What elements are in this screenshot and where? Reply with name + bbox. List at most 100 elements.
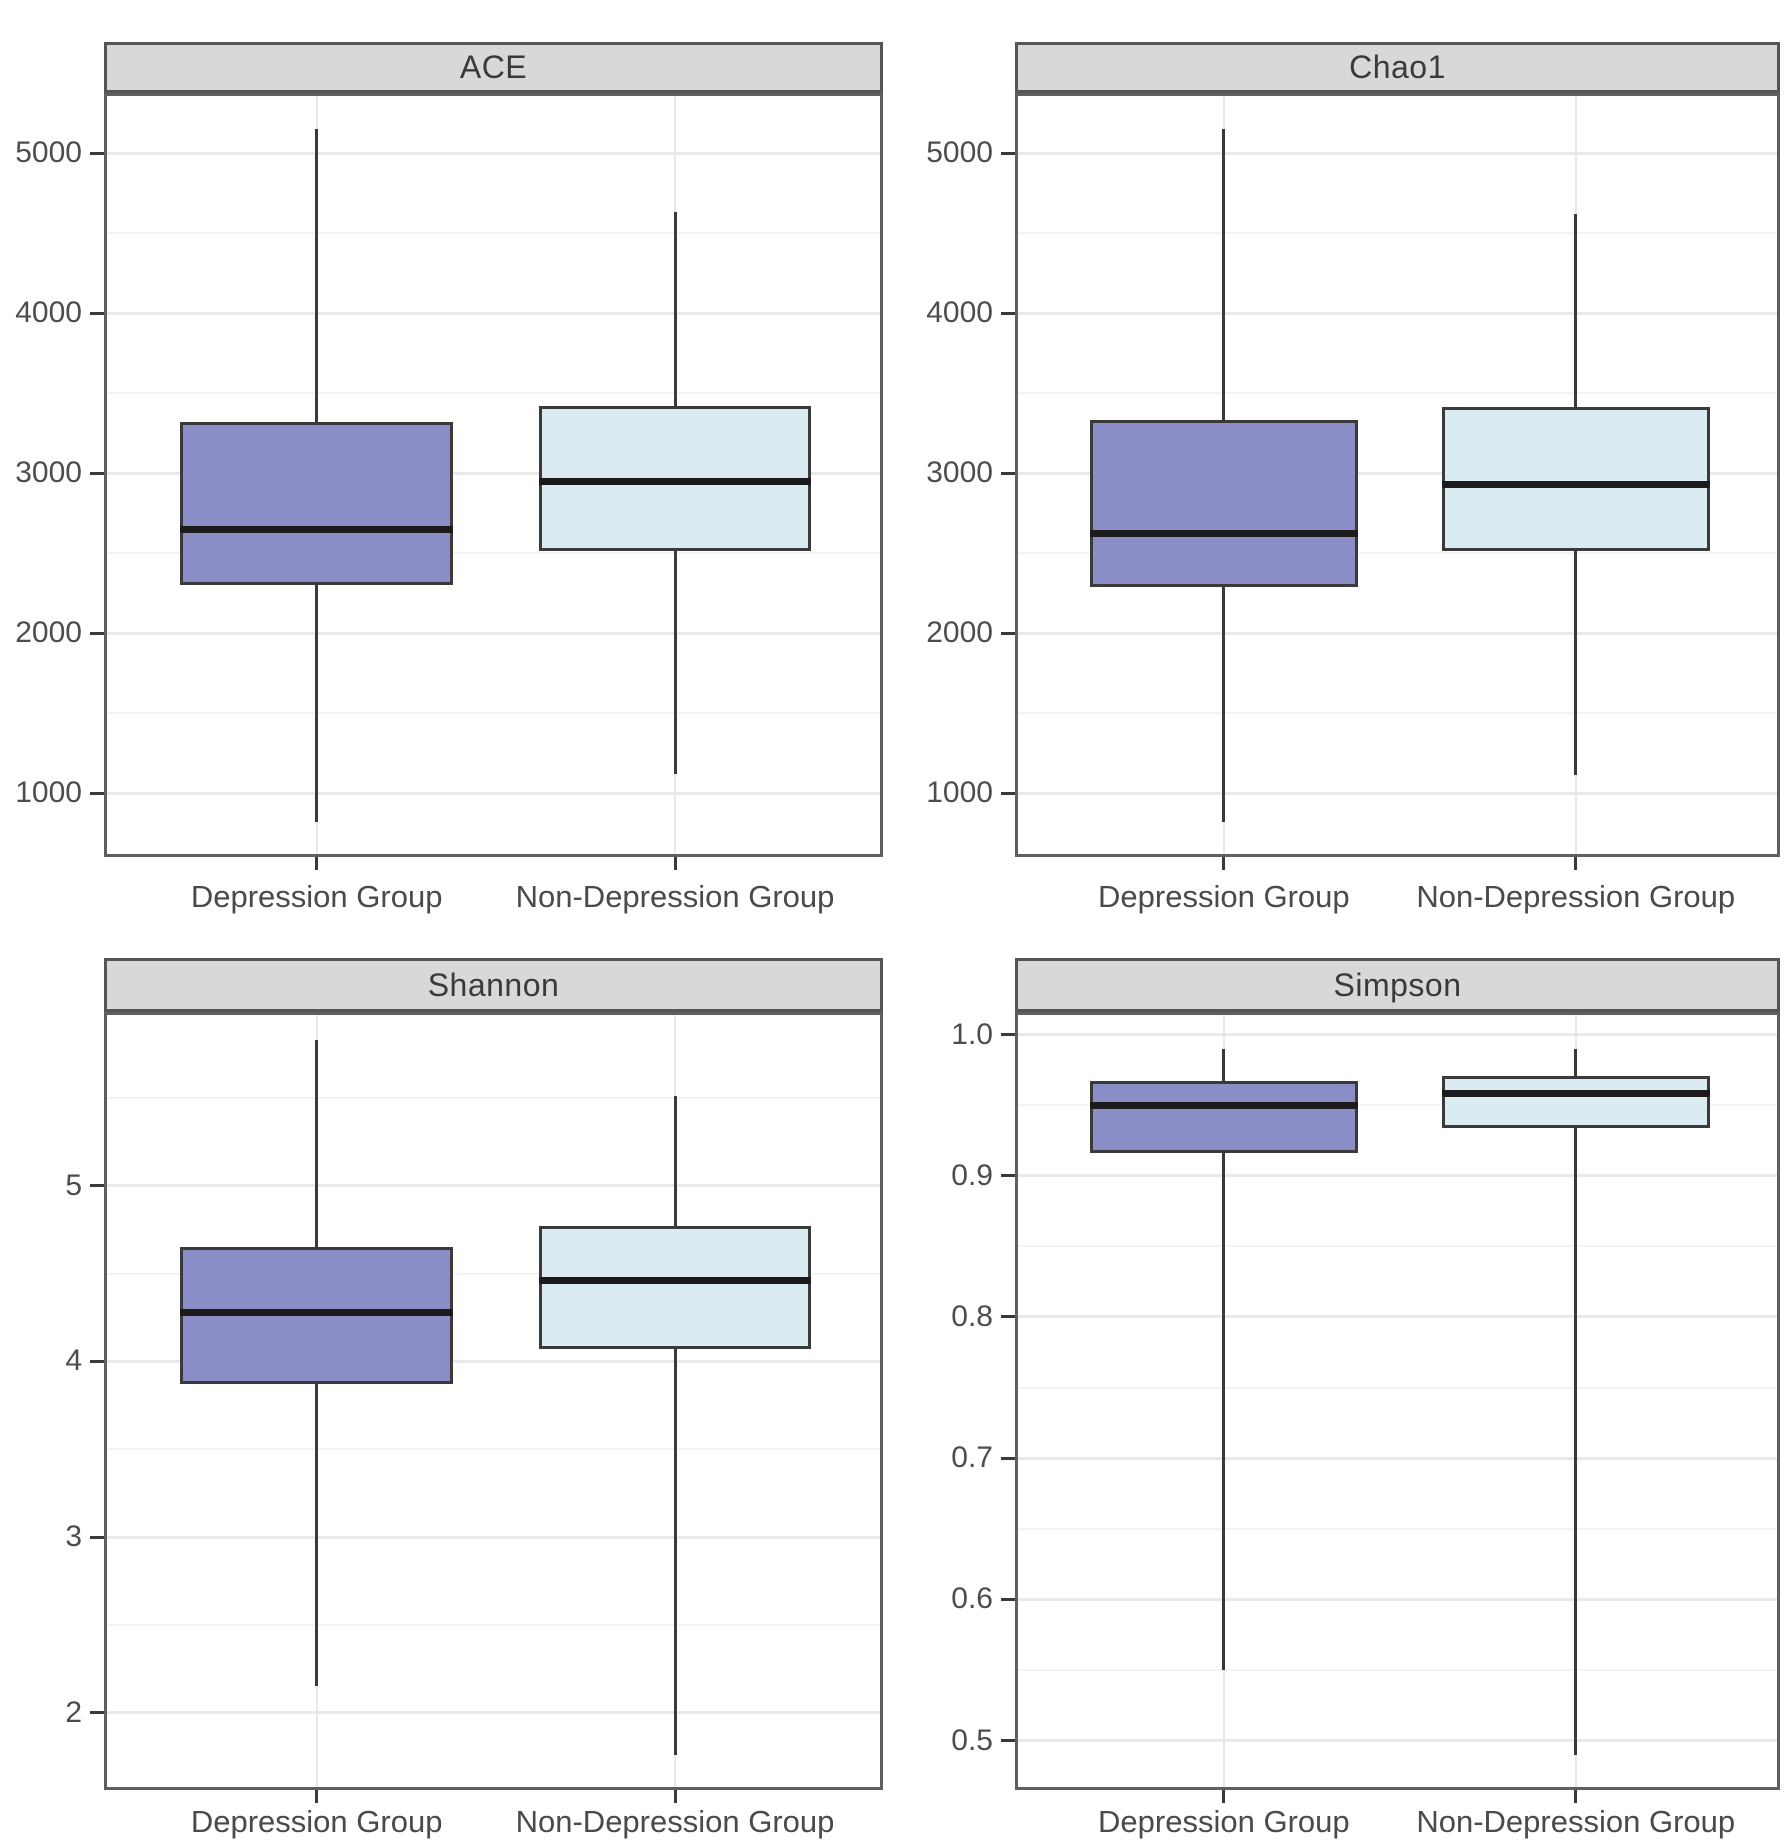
minor-gridline — [1015, 712, 1780, 714]
upper-whisker — [315, 129, 319, 422]
y-axis-tick-label: 0.8 — [951, 1299, 993, 1333]
major-gridline — [104, 791, 883, 795]
minor-gridline — [1015, 552, 1780, 554]
upper-whisker — [315, 1040, 319, 1248]
median-line — [1441, 480, 1710, 488]
plot-panel — [104, 93, 883, 857]
iqr-box — [180, 421, 453, 585]
minor-gridline — [1015, 1668, 1780, 1671]
lower-whisker — [673, 551, 677, 774]
y-axis-tick-label: 3 — [65, 1520, 82, 1554]
median-line — [538, 477, 812, 485]
y-axis-tick-label: 2 — [65, 1695, 82, 1729]
y-axis-tick-label: 4000 — [926, 296, 993, 329]
y-axis-tick — [1001, 1456, 1015, 1460]
panel-border — [104, 1012, 883, 1790]
minor-gridline — [1015, 232, 1780, 234]
x-axis-group-label: Depression Group — [1098, 1804, 1350, 1839]
y-axis-tick — [1001, 1739, 1015, 1743]
upper-whisker — [673, 1096, 677, 1227]
plot-panel — [1015, 93, 1780, 857]
iqr-box — [180, 1247, 453, 1385]
minor-gridline — [1015, 392, 1780, 394]
y-axis-tick-label: 5000 — [926, 136, 993, 169]
y-axis-tick — [1001, 311, 1015, 315]
iqr-box — [1089, 1081, 1358, 1154]
major-gridline — [1015, 1739, 1780, 1743]
y-axis-tick — [1001, 1174, 1015, 1178]
facet-strip: Chao1 — [1015, 42, 1780, 93]
median-line — [180, 1308, 453, 1316]
lower-whisker — [1574, 551, 1578, 776]
minor-gridline — [104, 392, 883, 394]
x-axis-tick — [673, 857, 677, 870]
lower-whisker — [1222, 586, 1226, 822]
x-axis-tick — [1574, 857, 1578, 870]
facet-strip: ACE — [104, 42, 883, 93]
median-line — [538, 1277, 812, 1285]
x-axis-tick — [1222, 857, 1226, 870]
major-gridline — [104, 1711, 883, 1715]
y-axis-tick-label: 0.6 — [951, 1582, 993, 1616]
minor-gridline — [104, 1272, 883, 1275]
upper-whisker — [1574, 1048, 1578, 1076]
major-gridline — [104, 1535, 883, 1539]
y-axis-tick-label: 4000 — [15, 296, 82, 329]
upper-whisker — [1222, 129, 1226, 421]
lower-whisker — [315, 1384, 319, 1687]
y-axis-tick — [90, 151, 104, 155]
iqr-box — [538, 1226, 812, 1350]
x-axis-tick — [673, 1790, 677, 1803]
y-axis-tick-label: 5000 — [15, 136, 82, 169]
plot-panel — [1015, 1012, 1780, 1790]
major-gridline — [104, 471, 883, 475]
x-axis-group-label: Depression Group — [190, 879, 443, 914]
y-axis-tick — [1001, 791, 1015, 795]
x-axis-tick — [1222, 1790, 1226, 1803]
major-gridline — [1015, 1456, 1780, 1460]
median-line — [1089, 530, 1358, 538]
y-axis-tick — [1001, 631, 1015, 635]
x-axis-group-label: Depression Group — [190, 1804, 443, 1839]
major-gridline — [1015, 631, 1780, 635]
y-axis-tick — [90, 1535, 104, 1539]
major-gridline — [104, 1359, 883, 1363]
y-axis-tick-label: 4 — [65, 1344, 82, 1378]
y-axis-tick-label: 1000 — [15, 776, 82, 809]
major-gridline — [1015, 1315, 1780, 1319]
y-axis-tick-label: 1.0 — [951, 1017, 993, 1051]
median-line — [180, 525, 453, 533]
x-axis-group-label: Non-Depression Group — [515, 1804, 835, 1839]
minor-gridline — [104, 712, 883, 714]
lower-whisker — [1222, 1153, 1226, 1670]
major-gridline — [1015, 791, 1780, 795]
panel-title: ACE — [459, 49, 528, 85]
panel-title: Shannon — [427, 966, 560, 1003]
y-axis-tick-label: 5 — [65, 1168, 82, 1202]
minor-gridline — [1015, 1104, 1780, 1107]
panel-title: Chao1 — [1349, 49, 1446, 85]
y-axis-tick-label: 0.7 — [951, 1441, 993, 1475]
y-axis-tick — [90, 1359, 104, 1363]
y-axis-tick-label: 0.9 — [951, 1158, 993, 1192]
major-gridline — [1015, 151, 1780, 155]
major-gridline — [1015, 1174, 1780, 1178]
x-axis-group-label: Non-Depression Group — [1416, 1804, 1736, 1839]
major-gridline — [104, 311, 883, 315]
y-axis-tick-label: 3000 — [926, 456, 993, 489]
y-axis-tick-label: 3000 — [15, 456, 82, 489]
lower-whisker — [673, 1349, 677, 1755]
upper-whisker — [673, 212, 677, 406]
y-axis-tick — [1001, 1315, 1015, 1319]
y-axis-tick — [90, 311, 104, 315]
iqr-box — [1441, 407, 1710, 552]
minor-gridline — [104, 1097, 883, 1100]
lower-whisker — [1574, 1127, 1578, 1755]
x-axis-group-label: Depression Group — [1098, 879, 1350, 914]
panel-title: Simpson — [1333, 966, 1462, 1003]
lower-whisker — [315, 585, 319, 822]
plot-panel — [104, 1012, 883, 1790]
iqr-box — [1441, 1075, 1710, 1128]
facet-strip: Shannon — [104, 958, 883, 1012]
